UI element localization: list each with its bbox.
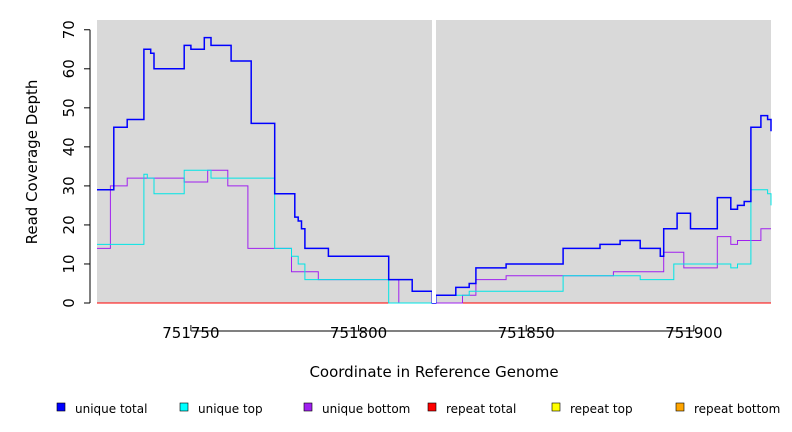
- y-tick-label: 20: [60, 215, 78, 234]
- legend-swatch: [675, 402, 685, 412]
- legend-swatch: [427, 402, 437, 412]
- legend-item-unique-top: unique top: [179, 402, 263, 416]
- x-tick-label: 751800: [330, 324, 387, 342]
- series-unique-bottom: [97, 169, 771, 304]
- legend-item-repeat-top: repeat top: [551, 402, 633, 416]
- legend-swatch: [56, 402, 66, 412]
- y-tick-label: 40: [60, 137, 78, 156]
- legend-swatch: [551, 402, 561, 412]
- legend: unique total unique top unique bottom repea…: [56, 402, 780, 416]
- y-tick-label: 30: [60, 176, 78, 195]
- y-tick-label: 0: [60, 298, 78, 308]
- y-axis-title: Read Coverage Depth: [23, 80, 41, 245]
- legend-label: unique total: [75, 402, 147, 416]
- gap-marker: [432, 20, 436, 303]
- y-tick-label: 10: [60, 254, 78, 273]
- legend-item-repeat-total: repeat total: [427, 402, 516, 416]
- legend-item-repeat-bottom: repeat bottom: [675, 402, 780, 416]
- x-axis-title: Coordinate in Reference Genome: [309, 363, 558, 381]
- legend-swatch: [303, 402, 313, 412]
- y-axis: 0 10 20 30 40 50 60 70: [60, 20, 91, 308]
- x-tick-label: 751850: [498, 324, 555, 342]
- y-tick-label: 60: [60, 59, 78, 78]
- legend-item-unique-bottom: unique bottom: [303, 402, 410, 416]
- x-tick-label: 751750: [162, 324, 219, 342]
- x-tick-label: 751900: [665, 324, 722, 342]
- legend-label: unique top: [198, 402, 263, 416]
- y-tick-label: 50: [60, 98, 78, 117]
- legend-label: repeat bottom: [694, 402, 780, 416]
- legend-label: repeat total: [446, 402, 516, 416]
- legend-label: repeat top: [570, 402, 633, 416]
- legend-item-unique-total: unique total: [56, 402, 147, 416]
- x-axis: 751750 751800 751850 751900: [162, 324, 722, 342]
- legend-label: unique bottom: [322, 402, 410, 416]
- legend-swatch: [179, 402, 189, 412]
- y-tick-label: 70: [60, 20, 78, 39]
